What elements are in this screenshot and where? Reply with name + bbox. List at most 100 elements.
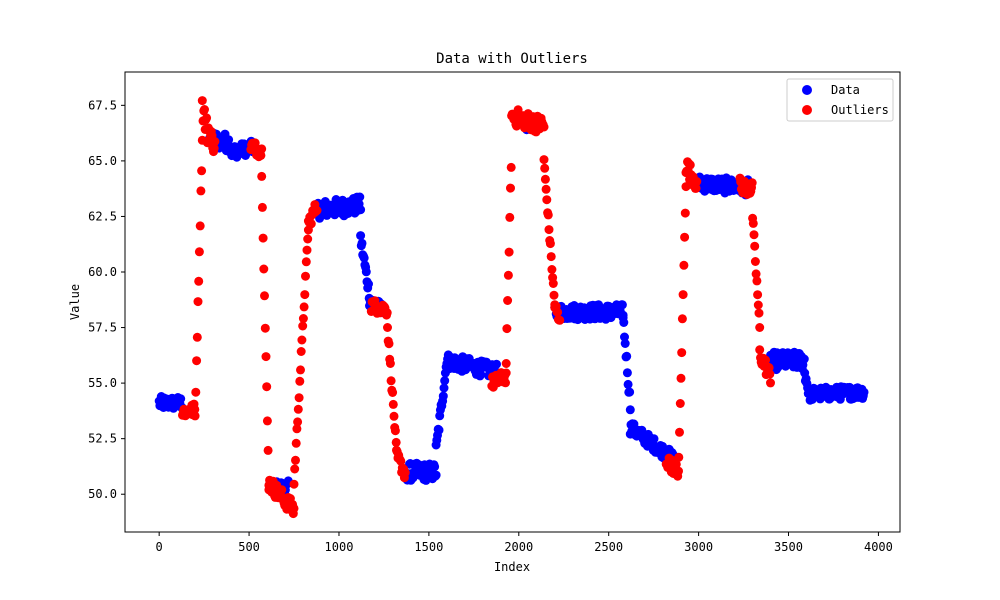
scatter-point	[262, 416, 272, 426]
scatter-point	[755, 345, 765, 355]
scatter-point	[674, 466, 683, 476]
x-tick-label: 3500	[774, 540, 803, 554]
scatter-point	[300, 290, 310, 300]
scatter-point	[431, 470, 441, 480]
scatter-point	[257, 144, 267, 154]
scatter-point	[291, 438, 301, 448]
scatter-point	[504, 247, 514, 257]
x-axis-label: Index	[494, 560, 530, 574]
scatter-point	[691, 183, 701, 193]
scatter-point	[312, 206, 322, 215]
scatter-point	[545, 239, 555, 249]
scatter-point	[291, 455, 300, 465]
scatter-point	[761, 355, 770, 365]
x-tick-label: 2000	[504, 540, 533, 554]
scatter-point	[675, 399, 685, 408]
scatter-point	[799, 354, 809, 364]
scatter-point	[685, 160, 695, 170]
chart-title: Data with Outliers	[436, 51, 588, 67]
scatter-point	[192, 332, 202, 342]
x-tick-label: 0	[156, 540, 163, 554]
plot-points	[154, 96, 869, 519]
scatter-point	[671, 459, 681, 469]
scatter-point	[356, 231, 366, 241]
scatter-point	[262, 382, 272, 392]
y-tick-label: 65.0	[88, 154, 117, 168]
scatter-point	[505, 212, 515, 222]
scatter-point	[751, 269, 761, 279]
x-tick-label: 1500	[414, 540, 443, 554]
scatter-point	[390, 426, 400, 436]
scatter-point	[391, 437, 401, 447]
scatter-point	[210, 137, 220, 146]
scatter-point	[294, 393, 304, 403]
scatter-point	[649, 434, 659, 444]
scatter-point	[540, 174, 550, 184]
scatter-point	[301, 271, 310, 281]
scatter-point	[629, 419, 639, 429]
y-tick-label: 50.0	[88, 487, 117, 501]
scatter-point	[679, 260, 689, 270]
scatter-point	[299, 302, 309, 312]
scatter-point	[384, 339, 394, 349]
x-tick-label: 4000	[864, 540, 893, 554]
scatter-point	[200, 105, 209, 114]
scatter-point	[301, 257, 311, 267]
scatter-point	[293, 404, 303, 414]
scatter-point	[503, 296, 513, 305]
scatter-point	[540, 163, 550, 173]
scatter-point	[543, 210, 553, 220]
scatter-point	[548, 279, 558, 288]
scatter-point	[753, 290, 763, 300]
scatter-point	[277, 485, 287, 495]
legend: Data Outliers	[786, 78, 894, 122]
scatter-point	[298, 321, 308, 331]
scatter-point	[549, 290, 559, 300]
scatter-point	[261, 352, 271, 362]
scatter-point	[196, 186, 206, 196]
scatter-point	[440, 376, 450, 386]
y-tick-label: 62.5	[88, 209, 117, 223]
scatter-point	[388, 388, 398, 397]
x-axis: 0 500 1000 1500 2000 2500 3000 3500 4000	[156, 532, 893, 554]
scatter-point	[289, 503, 299, 513]
scatter-point	[295, 376, 305, 386]
scatter-point	[195, 221, 205, 231]
scatter-point	[355, 192, 365, 202]
x-tick-label: 2500	[594, 540, 623, 554]
scatter-point	[547, 265, 557, 274]
legend-marker-data	[802, 85, 812, 95]
scatter-point	[438, 391, 448, 401]
scatter-point	[677, 314, 687, 324]
scatter-point	[434, 425, 444, 435]
y-tick-label: 52.5	[88, 432, 117, 446]
scatter-point	[680, 232, 690, 242]
scatter-point	[750, 257, 760, 266]
y-axis: 50.0 52.5 55.0 57.5 60.0 62.5 65.0 67.5	[88, 98, 125, 501]
legend-label-data: Data	[831, 83, 860, 97]
scatter-point	[678, 290, 688, 300]
scatter-point	[297, 335, 307, 345]
scatter-point	[385, 359, 395, 368]
scatter-point	[765, 369, 775, 379]
scatter-point	[539, 122, 549, 132]
scatter-point	[257, 171, 267, 181]
scatter-point	[296, 347, 306, 356]
scatter-point	[503, 270, 513, 280]
scatter-point	[501, 359, 511, 368]
scatter-point	[539, 155, 549, 165]
scatter-point	[197, 166, 207, 176]
legend-label-outliers: Outliers	[831, 103, 889, 117]
scatter-point	[439, 383, 449, 393]
scatter-point	[476, 370, 486, 379]
scatter-point	[260, 323, 270, 333]
y-axis-label: Value	[68, 284, 82, 320]
scatter-point	[303, 234, 313, 244]
scatter-point	[386, 376, 396, 386]
scatter-point	[176, 394, 186, 404]
scatter-point	[674, 452, 684, 462]
scatter-point	[753, 300, 763, 310]
scatter-point	[356, 205, 366, 215]
scatter-point	[194, 276, 204, 286]
series-outliers	[178, 96, 775, 519]
